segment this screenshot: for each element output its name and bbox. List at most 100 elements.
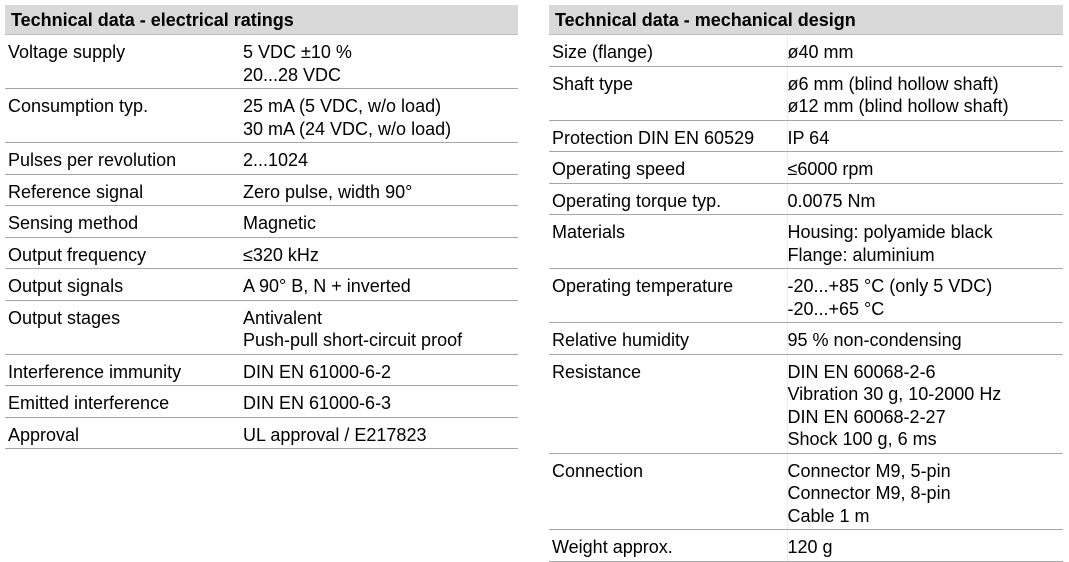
row-label: Protection DIN EN 60529 bbox=[549, 120, 787, 152]
value-line: Connector M9, 8-pin bbox=[787, 483, 951, 503]
table-row: Output stages Antivalent Push-pull short-c… bbox=[5, 300, 518, 355]
row-label: Sensing method bbox=[5, 205, 243, 238]
row-value: ≤6000 rpm bbox=[786, 151, 1063, 184]
row-value: A 90° B, N + inverted bbox=[243, 268, 518, 301]
row-label: Operating speed bbox=[549, 151, 787, 184]
row-label: Shaft type bbox=[549, 66, 787, 121]
row-value: Housing: polyamide black Flange: aluminiu… bbox=[786, 214, 1063, 269]
mechanical-design-body: Size (flange) ø40 mm Shaft type ø6 mm (blin… bbox=[549, 35, 1063, 562]
electrical-ratings-panel: Technical data - electrical ratings Volt… bbox=[5, 5, 518, 449]
row-value: Magnetic bbox=[243, 205, 518, 238]
table-row: Reference signal Zero pulse, width 90° bbox=[5, 174, 518, 206]
row-label: Connection bbox=[549, 453, 787, 530]
table-row: Output frequency ≤320 kHz bbox=[5, 237, 518, 269]
table-row: Connection Connector M9, 5-pin Connector M… bbox=[549, 453, 1063, 530]
row-label: Voltage supply bbox=[5, 35, 243, 89]
row-value: 95 % non-condensing bbox=[786, 322, 1063, 355]
table-row: Pulses per revolution 2...1024 bbox=[5, 142, 518, 175]
value-line: ø40 mm bbox=[787, 42, 854, 62]
value-line: DIN EN 61000-6-3 bbox=[243, 393, 392, 413]
row-label: Operating temperature bbox=[549, 268, 787, 323]
row-value: IP 64 bbox=[786, 120, 1063, 152]
value-line: Cable 1 m bbox=[787, 505, 870, 526]
row-value: 0.0075 Nm bbox=[786, 183, 1063, 215]
table-row: Voltage supply 5 VDC ±10 % 20...28 VDC bbox=[5, 35, 518, 89]
value-line: 30 mA (24 VDC, w/o load) bbox=[243, 118, 452, 139]
row-label: Size (flange) bbox=[549, 35, 787, 67]
row-label: Approval bbox=[5, 417, 243, 449]
row-value: DIN EN 61000-6-2 bbox=[243, 354, 518, 386]
value-line: 95 % non-condensing bbox=[787, 330, 962, 350]
electrical-ratings-table: Voltage supply 5 VDC ±10 % 20...28 VDC Cons… bbox=[5, 35, 518, 449]
row-value: ø40 mm bbox=[786, 35, 1063, 67]
value-line: 120 g bbox=[787, 537, 833, 557]
row-value: 25 mA (5 VDC, w/o load) 30 mA (24 VDC, w/… bbox=[243, 88, 518, 143]
mechanical-design-panel: Technical data - mechanical design Size … bbox=[549, 5, 1063, 562]
row-label: Output stages bbox=[5, 300, 243, 355]
value-line: DIN EN 61000-6-2 bbox=[243, 361, 392, 382]
value-line: 2...1024 bbox=[243, 150, 309, 170]
table-row: Output signals A 90° B, N + inverted bbox=[5, 268, 518, 301]
mechanical-design-table: Size (flange) ø40 mm Shaft type ø6 mm (blin… bbox=[549, 35, 1063, 562]
row-label: Reference signal bbox=[5, 174, 243, 206]
table-row: Sensing method Magnetic bbox=[5, 205, 518, 238]
value-line: 0.0075 Nm bbox=[787, 190, 876, 211]
row-label: Operating torque typ. bbox=[549, 183, 787, 215]
table-row: Shaft type ø6 mm (blind hollow shaft) ø12 … bbox=[549, 66, 1063, 121]
value-line: UL approval / E217823 bbox=[243, 424, 427, 445]
value-line: Antivalent bbox=[243, 307, 323, 328]
value-line: Flange: aluminium bbox=[787, 244, 935, 265]
value-line: Zero pulse, width 90° bbox=[243, 181, 413, 202]
value-line: 25 mA (5 VDC, w/o load) bbox=[243, 96, 442, 116]
row-label: Output signals bbox=[5, 268, 243, 301]
row-value: DIN EN 60068-2-6 Vibration 30 g, 10-2000 … bbox=[786, 354, 1063, 454]
value-line: Housing: polyamide black bbox=[787, 222, 993, 242]
row-label: Materials bbox=[549, 214, 787, 269]
table-row: Size (flange) ø40 mm bbox=[549, 35, 1063, 67]
row-label: Resistance bbox=[549, 354, 787, 454]
table-row: Operating torque typ. 0.0075 Nm bbox=[549, 183, 1063, 215]
row-value: 120 g bbox=[786, 529, 1063, 562]
value-line: -20...+65 °C bbox=[787, 298, 885, 319]
table-row: Interference immunity DIN EN 61000-6-2 bbox=[5, 354, 518, 386]
table-row: Relative humidity 95 % non-condensing bbox=[549, 322, 1063, 355]
electrical-ratings-title: Technical data - electrical ratings bbox=[5, 5, 518, 35]
row-label: Output frequency bbox=[5, 237, 243, 269]
value-line: Shock 100 g, 6 ms bbox=[787, 429, 937, 449]
value-line: IP 64 bbox=[787, 127, 830, 148]
value-line: ≤320 kHz bbox=[243, 244, 319, 265]
row-label: Relative humidity bbox=[549, 322, 787, 355]
row-label: Emitted interference bbox=[5, 385, 243, 418]
value-line: ≤6000 rpm bbox=[787, 159, 874, 179]
row-label: Weight approx. bbox=[549, 529, 787, 562]
row-value: ≤320 kHz bbox=[243, 237, 518, 269]
row-value: Connector M9, 5-pin Connector M9, 8-pin Ca… bbox=[786, 453, 1063, 530]
table-row: Resistance DIN EN 60068-2-6 Vibration 30 g… bbox=[549, 354, 1063, 454]
row-value: 2...1024 bbox=[243, 142, 518, 175]
table-row: Weight approx. 120 g bbox=[549, 529, 1063, 562]
table-row: Protection DIN EN 60529 IP 64 bbox=[549, 120, 1063, 152]
electrical-ratings-body: Voltage supply 5 VDC ±10 % 20...28 VDC Cons… bbox=[5, 35, 518, 449]
row-value: -20...+85 °C (only 5 VDC) -20...+65 °C bbox=[786, 268, 1063, 323]
table-row: Operating speed ≤6000 rpm bbox=[549, 151, 1063, 184]
row-value: DIN EN 61000-6-3 bbox=[243, 385, 518, 418]
value-line: ø6 mm (blind hollow shaft) bbox=[787, 73, 999, 94]
row-value: UL approval / E217823 bbox=[243, 417, 518, 449]
value-line: 5 VDC ±10 % bbox=[243, 42, 352, 62]
value-line: Push-pull short-circuit proof bbox=[243, 330, 463, 350]
value-line: Connector M9, 5-pin bbox=[787, 460, 951, 481]
row-label: Interference immunity bbox=[5, 354, 243, 386]
value-line: -20...+85 °C (only 5 VDC) bbox=[787, 276, 993, 296]
row-label: Pulses per revolution bbox=[5, 142, 243, 175]
table-row: Emitted interference DIN EN 61000-6-3 bbox=[5, 385, 518, 418]
value-line: DIN EN 60068-2-27 bbox=[787, 406, 946, 427]
value-line: DIN EN 60068-2-6 bbox=[787, 361, 936, 382]
row-value: ø6 mm (blind hollow shaft) ø12 mm (blind … bbox=[786, 66, 1063, 121]
value-line: 20...28 VDC bbox=[243, 64, 342, 85]
row-label: Consumption typ. bbox=[5, 88, 243, 143]
table-row: Materials Housing: polyamide black Flange:… bbox=[549, 214, 1063, 269]
table-row: Operating temperature -20...+85 °C (only … bbox=[549, 268, 1063, 323]
table-row: Consumption typ. 25 mA (5 VDC, w/o load) 3… bbox=[5, 88, 518, 143]
row-value: Antivalent Push-pull short-circuit proof bbox=[243, 300, 518, 355]
value-line: ø12 mm (blind hollow shaft) bbox=[787, 96, 1009, 116]
